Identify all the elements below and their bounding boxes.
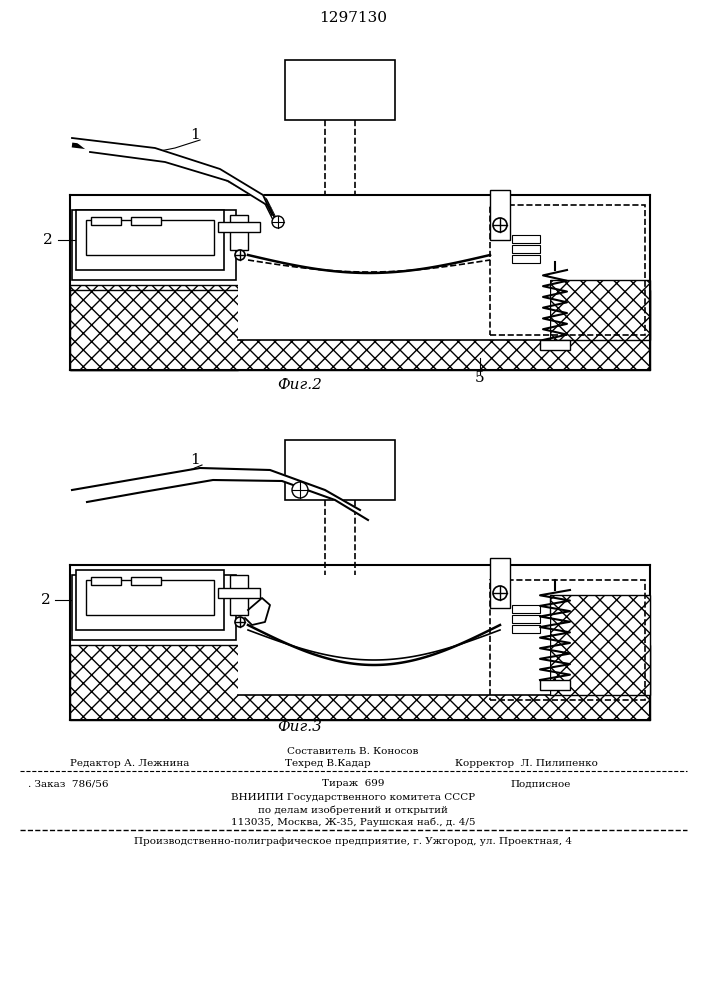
- Bar: [76, 570, 224, 630]
- Bar: [238, 615, 550, 695]
- Bar: [512, 255, 540, 263]
- Text: 5: 5: [475, 371, 485, 385]
- Bar: [550, 280, 650, 340]
- Bar: [512, 235, 540, 243]
- Text: . Заказ  786/56: . Заказ 786/56: [28, 780, 108, 788]
- Bar: [91, 217, 121, 225]
- Polygon shape: [72, 468, 368, 520]
- Text: Редактор А. Лежнина: Редактор А. Лежнина: [70, 760, 189, 768]
- Bar: [131, 217, 161, 225]
- Text: Техред В.Кадар: Техред В.Кадар: [285, 760, 370, 768]
- Circle shape: [272, 216, 284, 228]
- Bar: [490, 580, 645, 700]
- Text: Составитель В. Коносов: Составитель В. Коносов: [287, 748, 419, 756]
- Text: Фиг.2: Фиг.2: [278, 378, 322, 392]
- Text: по делам изобретений и открытий: по делам изобретений и открытий: [258, 805, 448, 815]
- Text: 1: 1: [190, 453, 200, 467]
- Circle shape: [235, 617, 245, 627]
- Bar: [550, 595, 650, 695]
- Text: 1: 1: [190, 128, 200, 142]
- Bar: [72, 210, 236, 280]
- Polygon shape: [245, 598, 270, 625]
- Bar: [285, 440, 395, 500]
- Bar: [285, 60, 395, 120]
- Text: 2: 2: [43, 233, 53, 247]
- Bar: [230, 575, 248, 615]
- Text: 2: 2: [41, 593, 51, 607]
- Bar: [540, 340, 570, 350]
- Text: 113035, Москва, Ж-35, Раушская наб., д. 4/5: 113035, Москва, Ж-35, Раушская наб., д. …: [230, 817, 475, 827]
- Text: Подписное: Подписное: [510, 780, 571, 788]
- Bar: [490, 205, 645, 335]
- Text: Корректор  Л. Пилипенко: Корректор Л. Пилипенко: [455, 760, 598, 768]
- Bar: [86, 580, 214, 615]
- Text: Фиг.3: Фиг.3: [278, 720, 322, 734]
- Polygon shape: [72, 138, 278, 226]
- Text: Производственно-полиграфическое предприятие, г. Ужгород, ул. Проектная, 4: Производственно-полиграфическое предприя…: [134, 838, 572, 846]
- Bar: [131, 577, 161, 585]
- Bar: [490, 190, 510, 240]
- Bar: [70, 285, 238, 370]
- Bar: [70, 290, 650, 370]
- Bar: [70, 195, 238, 250]
- Bar: [490, 558, 510, 608]
- Bar: [512, 245, 540, 253]
- Bar: [230, 215, 248, 250]
- Bar: [91, 577, 121, 585]
- Bar: [218, 588, 260, 598]
- Text: ВНИИПИ Государственного комитета СССР: ВНИИПИ Государственного комитета СССР: [231, 794, 475, 802]
- Bar: [512, 625, 540, 633]
- Bar: [218, 222, 260, 232]
- Bar: [512, 605, 540, 613]
- Bar: [86, 220, 214, 255]
- Bar: [238, 250, 550, 340]
- Circle shape: [235, 250, 245, 260]
- Circle shape: [493, 218, 507, 232]
- Text: Тираж  699: Тираж 699: [322, 780, 384, 788]
- Bar: [72, 575, 236, 640]
- Bar: [70, 645, 650, 720]
- Bar: [76, 210, 224, 270]
- Text: 1297130: 1297130: [319, 11, 387, 25]
- Circle shape: [493, 586, 507, 600]
- Bar: [540, 680, 570, 690]
- Circle shape: [292, 482, 308, 498]
- Bar: [512, 615, 540, 623]
